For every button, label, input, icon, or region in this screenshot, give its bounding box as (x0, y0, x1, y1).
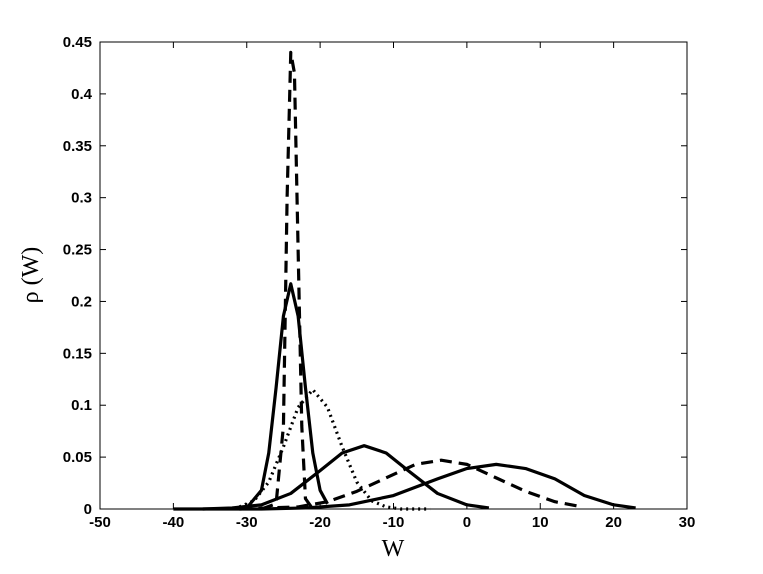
y-tick-label: 0.2 (71, 293, 92, 310)
x-tick-label: -10 (383, 514, 405, 531)
y-tick-label: 0.35 (63, 138, 92, 155)
x-tick-label: -30 (236, 514, 258, 531)
series-line (238, 388, 431, 511)
series-line (245, 282, 329, 509)
series-line (173, 462, 636, 511)
x-tick-label: 10 (532, 514, 549, 531)
y-tick-label: 0.05 (63, 449, 92, 466)
x-tick-label: 30 (679, 514, 696, 531)
y-tick-label: 0.3 (71, 190, 92, 207)
y-tick-label: 0.1 (71, 397, 92, 414)
x-axis-label: W (382, 536, 405, 562)
y-tick-label: 0.25 (63, 242, 92, 259)
x-tick-label: -20 (309, 514, 331, 531)
series-line (202, 444, 490, 511)
y-tick-label: 0.4 (71, 86, 93, 103)
x-tick-label: -40 (163, 514, 185, 531)
y-axis-label: ρ (W) (18, 247, 44, 304)
y-tick-label: 0.45 (63, 34, 92, 51)
x-tick-label: -50 (89, 514, 111, 531)
series-line (260, 50, 315, 511)
y-tick-label: 0.15 (63, 345, 92, 362)
x-tick-label: 20 (605, 514, 622, 531)
x-tick-label: 0 (463, 514, 471, 531)
y-tick-label: 0 (84, 501, 92, 518)
